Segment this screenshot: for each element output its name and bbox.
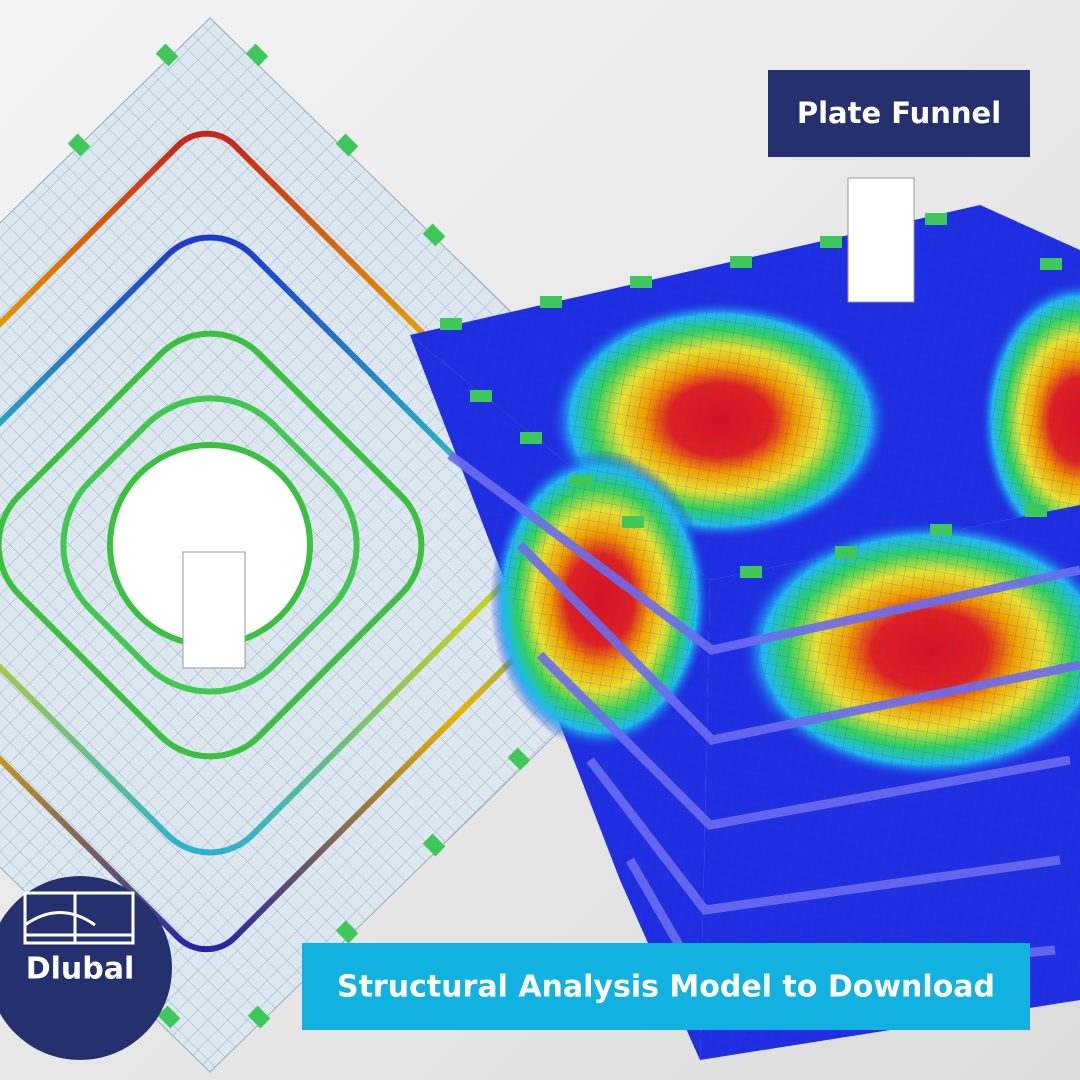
title-box — [768, 70, 1030, 157]
title: Plate Funnel — [797, 96, 1001, 130]
plate-view — [0, 17, 751, 1073]
banner-text: Structural Analysis Model to Download — [337, 970, 995, 1005]
funnel-view — [410, 177, 1080, 1060]
logo-text: Dlubal — [26, 952, 135, 987]
logo: Dlubal — [0, 876, 172, 1060]
banner-box — [302, 943, 1030, 1030]
